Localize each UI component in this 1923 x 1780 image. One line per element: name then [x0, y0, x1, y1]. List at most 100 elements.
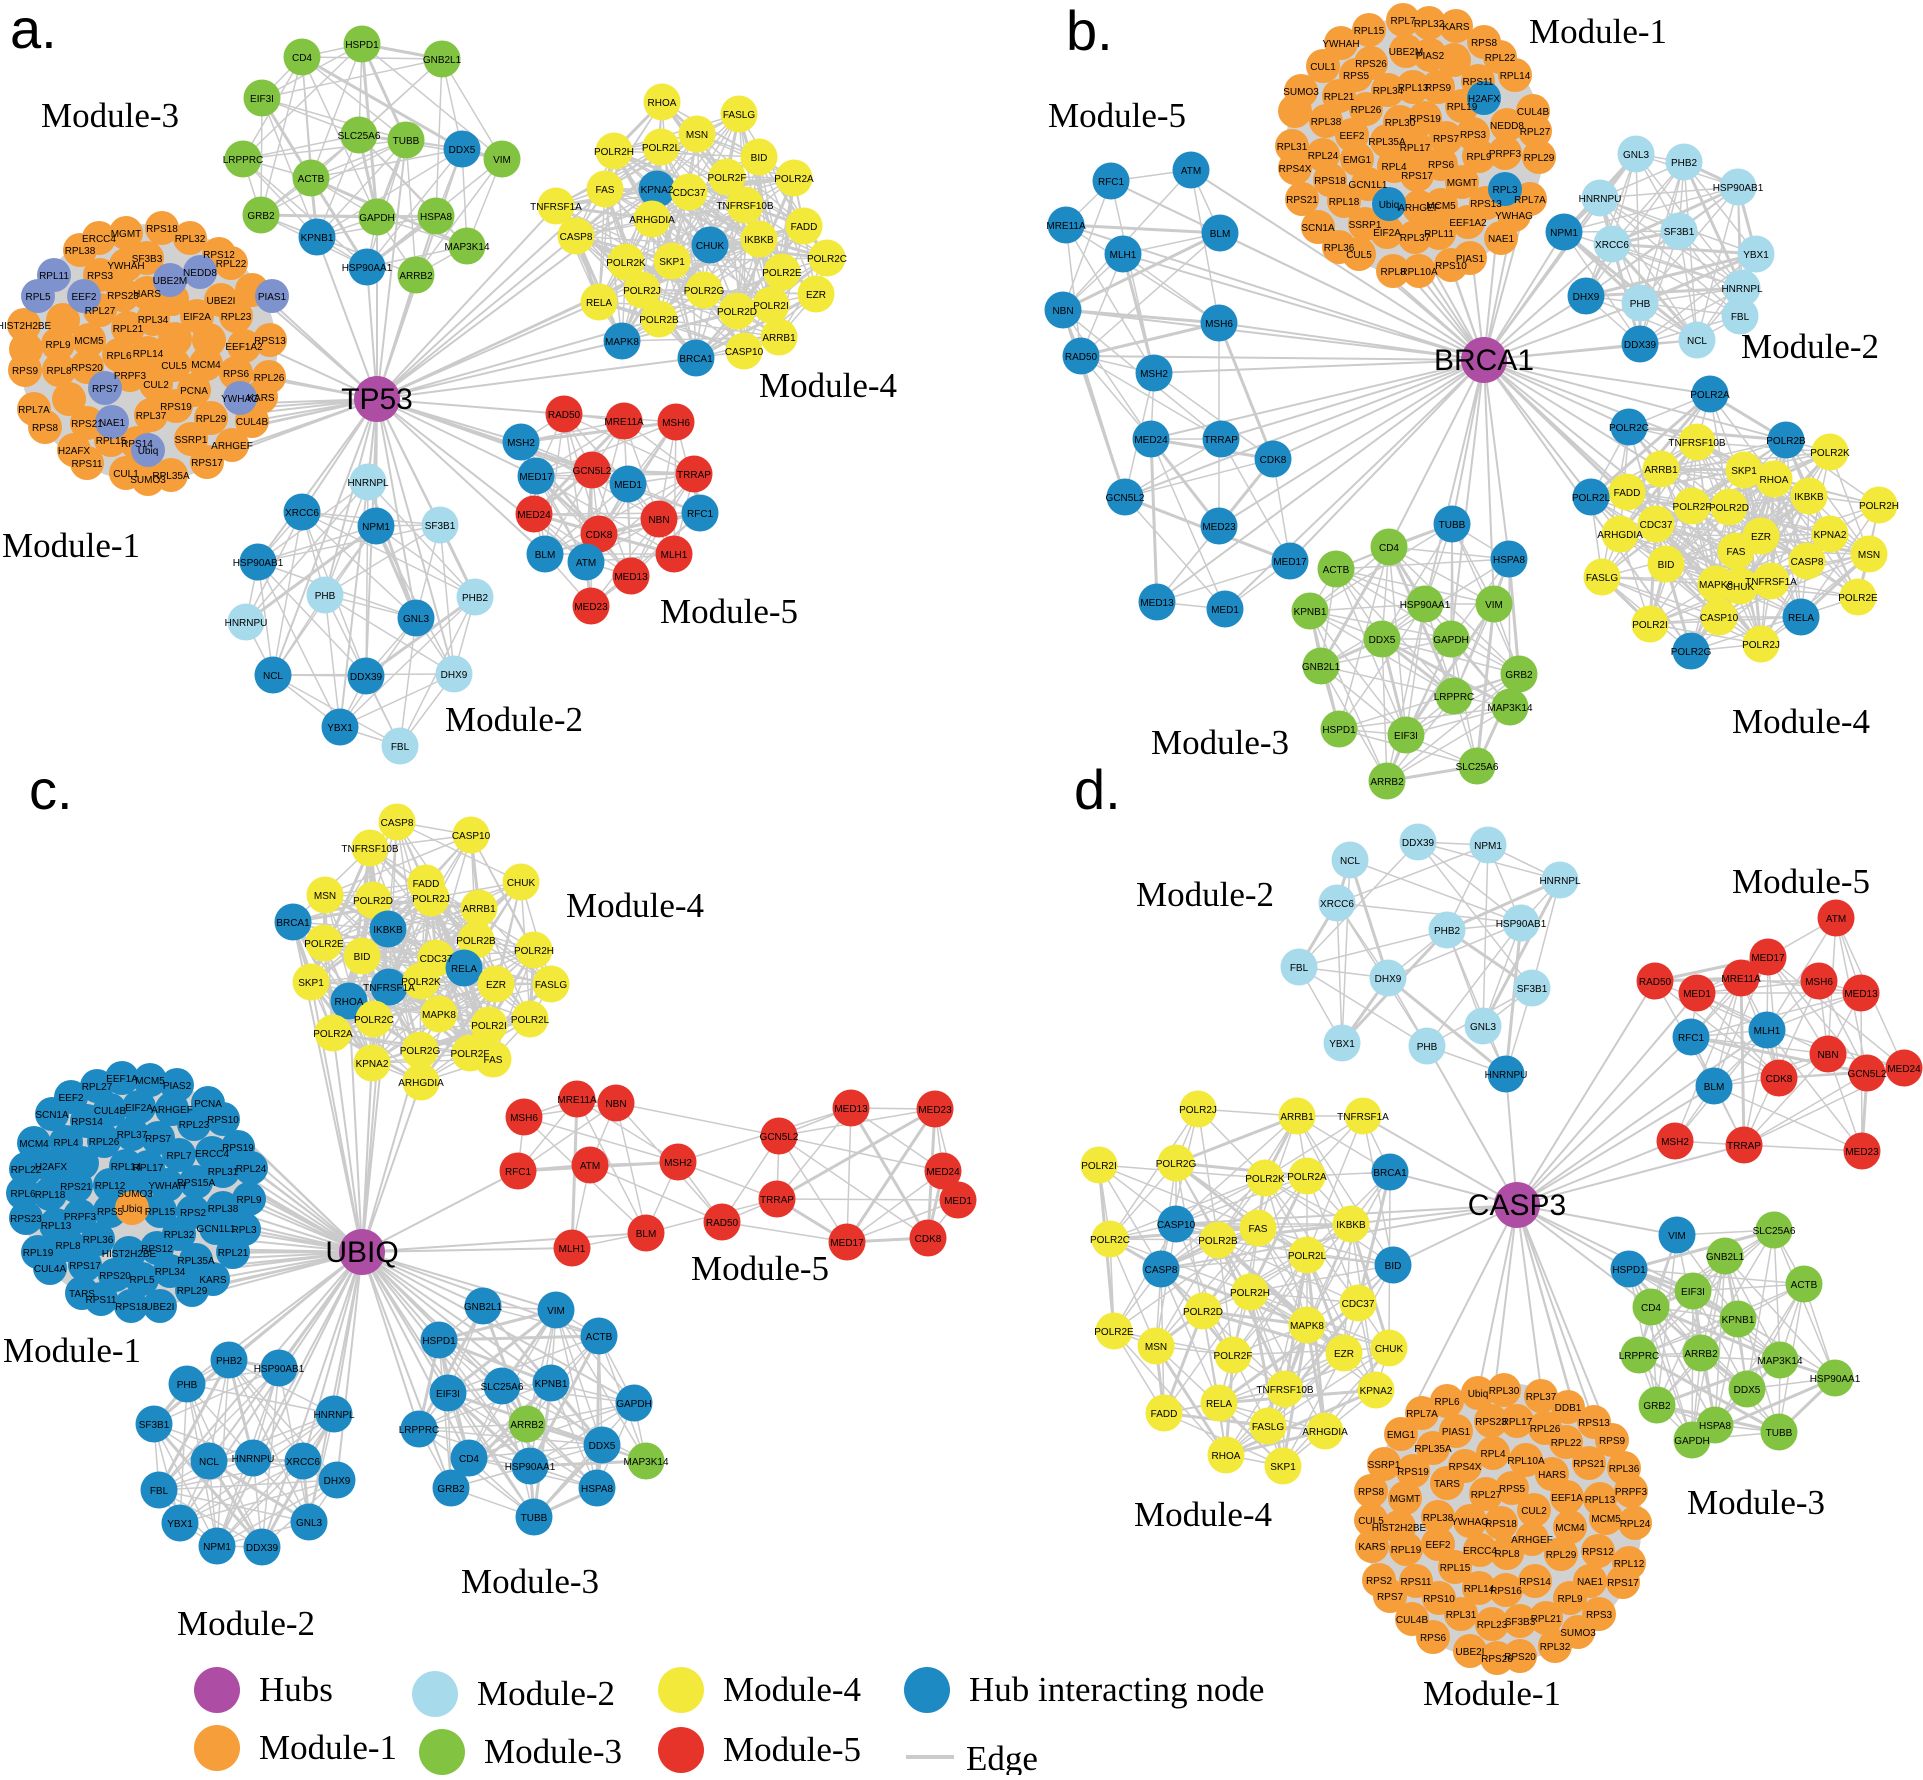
svg-text:FADD: FADD [413, 879, 440, 890]
svg-text:ERCC4: ERCC4 [195, 1149, 229, 1160]
svg-text:POLR2L: POLR2L [642, 143, 681, 154]
svg-text:RAD50: RAD50 [548, 410, 581, 421]
svg-text:ARRB2: ARRB2 [1684, 1349, 1718, 1360]
svg-text:YBX1: YBX1 [1743, 250, 1769, 261]
svg-text:RPS12: RPS12 [141, 1244, 173, 1255]
svg-text:HNRNPL: HNRNPL [1721, 284, 1763, 295]
svg-text:KPNB1: KPNB1 [1294, 607, 1327, 618]
svg-text:SF3B3: SF3B3 [1505, 1617, 1536, 1628]
svg-text:HSP90AB1: HSP90AB1 [233, 558, 284, 569]
svg-text:LRPPRC: LRPPRC [223, 155, 264, 166]
svg-text:GNB2L1: GNB2L1 [464, 1302, 503, 1313]
svg-text:TNFRSF1A: TNFRSF1A [1337, 1112, 1389, 1123]
svg-text:ATM: ATM [1181, 166, 1201, 177]
svg-text:HSP90AB1: HSP90AB1 [254, 1364, 305, 1375]
svg-text:EEF1A: EEF1A [1551, 1493, 1583, 1504]
svg-text:MSH6: MSH6 [510, 1113, 538, 1124]
svg-text:SSRP1: SSRP1 [1349, 220, 1382, 231]
svg-text:RFC1: RFC1 [1098, 177, 1125, 188]
svg-text:MCM5: MCM5 [1591, 1514, 1621, 1525]
svg-text:ARRB2: ARRB2 [399, 271, 433, 282]
svg-text:GAPDH: GAPDH [616, 1399, 652, 1410]
svg-text:BRCA1: BRCA1 [276, 918, 310, 929]
svg-text:ARHGEF: ARHGEF [1398, 203, 1440, 214]
svg-text:EEF2: EEF2 [1425, 1540, 1450, 1551]
svg-text:RPL4: RPL4 [1480, 1449, 1505, 1460]
svg-text:CDC37: CDC37 [673, 188, 706, 199]
svg-text:RPL13: RPL13 [1585, 1495, 1616, 1506]
svg-text:RPL8: RPL8 [1494, 1549, 1519, 1560]
svg-text:SKP1: SKP1 [1270, 1462, 1296, 1473]
svg-text:POLR2C: POLR2C [807, 254, 847, 265]
svg-text:KPNA2: KPNA2 [641, 185, 674, 196]
svg-text:TNFRSF10B: TNFRSF10B [716, 201, 774, 212]
svg-text:POLR2A: POLR2A [1287, 1172, 1327, 1183]
svg-text:POLR2F: POLR2F [1673, 502, 1712, 513]
svg-text:EZR: EZR [1751, 532, 1771, 543]
svg-text:RPL37: RPL37 [1526, 1392, 1557, 1403]
svg-text:RPS21: RPS21 [1286, 195, 1318, 206]
svg-text:RPS7: RPS7 [92, 384, 119, 395]
svg-text:RPS6: RPS6 [1428, 160, 1455, 171]
svg-text:POLR2I: POLR2I [753, 301, 789, 312]
svg-text:RPL21: RPL21 [1324, 92, 1355, 103]
svg-text:RPL18: RPL18 [1329, 197, 1360, 208]
svg-text:RPS8: RPS8 [1358, 1487, 1385, 1498]
svg-text:RPL7A: RPL7A [1514, 195, 1546, 206]
svg-text:CASP8: CASP8 [381, 818, 414, 829]
svg-text:RPL8: RPL8 [55, 1241, 80, 1252]
svg-text:EZR: EZR [486, 980, 506, 991]
svg-text:RPL34: RPL34 [138, 315, 169, 326]
svg-text:RPL26: RPL26 [1530, 1424, 1561, 1435]
svg-text:ACTB: ACTB [1791, 1280, 1818, 1291]
svg-text:PRPF3: PRPF3 [114, 371, 147, 382]
svg-text:GRB2: GRB2 [1643, 1401, 1671, 1412]
svg-text:Module-1: Module-1 [1529, 12, 1667, 51]
svg-text:YBX1: YBX1 [167, 1519, 193, 1530]
svg-text:TRRAP: TRRAP [1204, 435, 1238, 446]
svg-text:FAS: FAS [596, 185, 615, 196]
svg-text:PIAS1: PIAS1 [1442, 1427, 1471, 1438]
svg-text:POLR2A: POLR2A [313, 1029, 353, 1040]
svg-text:d.: d. [1074, 758, 1121, 821]
svg-text:b.: b. [1066, 0, 1113, 62]
svg-text:UBE2I: UBE2I [1456, 1647, 1485, 1658]
svg-text:HSPA8: HSPA8 [1699, 1421, 1731, 1432]
svg-text:RPS19: RPS19 [222, 1143, 254, 1154]
svg-text:XRCC6: XRCC6 [286, 1457, 320, 1468]
svg-text:H2AFX: H2AFX [58, 446, 91, 457]
svg-text:DDX5: DDX5 [1369, 635, 1396, 646]
svg-text:RPL9: RPL9 [1466, 152, 1491, 163]
svg-text:CUL4B: CUL4B [236, 417, 269, 428]
svg-text:SKP1: SKP1 [659, 257, 685, 268]
svg-text:ATM: ATM [1826, 914, 1846, 925]
svg-text:ARRB2: ARRB2 [1370, 777, 1404, 788]
svg-text:RPL38: RPL38 [208, 1204, 239, 1215]
svg-text:CHUK: CHUK [1726, 582, 1755, 593]
svg-text:RPL27: RPL27 [82, 1082, 113, 1093]
svg-text:MLH1: MLH1 [1110, 250, 1137, 261]
svg-text:MAPK8: MAPK8 [1699, 580, 1733, 591]
svg-text:POLR2B: POLR2B [456, 936, 496, 947]
svg-text:BID: BID [1658, 560, 1675, 571]
svg-text:POLR2I: POLR2I [1081, 1161, 1117, 1172]
svg-text:RPL9: RPL9 [1557, 1594, 1582, 1605]
svg-text:RPL9: RPL9 [236, 1195, 261, 1206]
svg-text:POLR2F: POLR2F [1214, 1351, 1253, 1362]
svg-text:RPL7: RPL7 [166, 1151, 191, 1162]
svg-text:MED24: MED24 [1887, 1064, 1921, 1075]
svg-text:YWHAG: YWHAG [1451, 1517, 1489, 1528]
svg-text:RPL27: RPL27 [1520, 127, 1551, 138]
svg-text:RPS18: RPS18 [1314, 176, 1346, 187]
svg-text:RPL14: RPL14 [1500, 71, 1531, 82]
svg-text:POLR2K: POLR2K [606, 258, 646, 269]
svg-text:RPS2: RPS2 [1366, 1576, 1393, 1587]
svg-text:MED13: MED13 [1844, 989, 1878, 1000]
svg-text:Ubiq: Ubiq [1468, 1389, 1489, 1400]
svg-text:NAE1: NAE1 [1488, 234, 1515, 245]
svg-text:HSP90AA1: HSP90AA1 [1400, 600, 1451, 611]
svg-text:ARRB1: ARRB1 [1644, 465, 1678, 476]
svg-text:MSH6: MSH6 [1805, 977, 1833, 988]
svg-text:MSH2: MSH2 [664, 1158, 692, 1169]
svg-text:POLR2J: POLR2J [1179, 1105, 1217, 1116]
